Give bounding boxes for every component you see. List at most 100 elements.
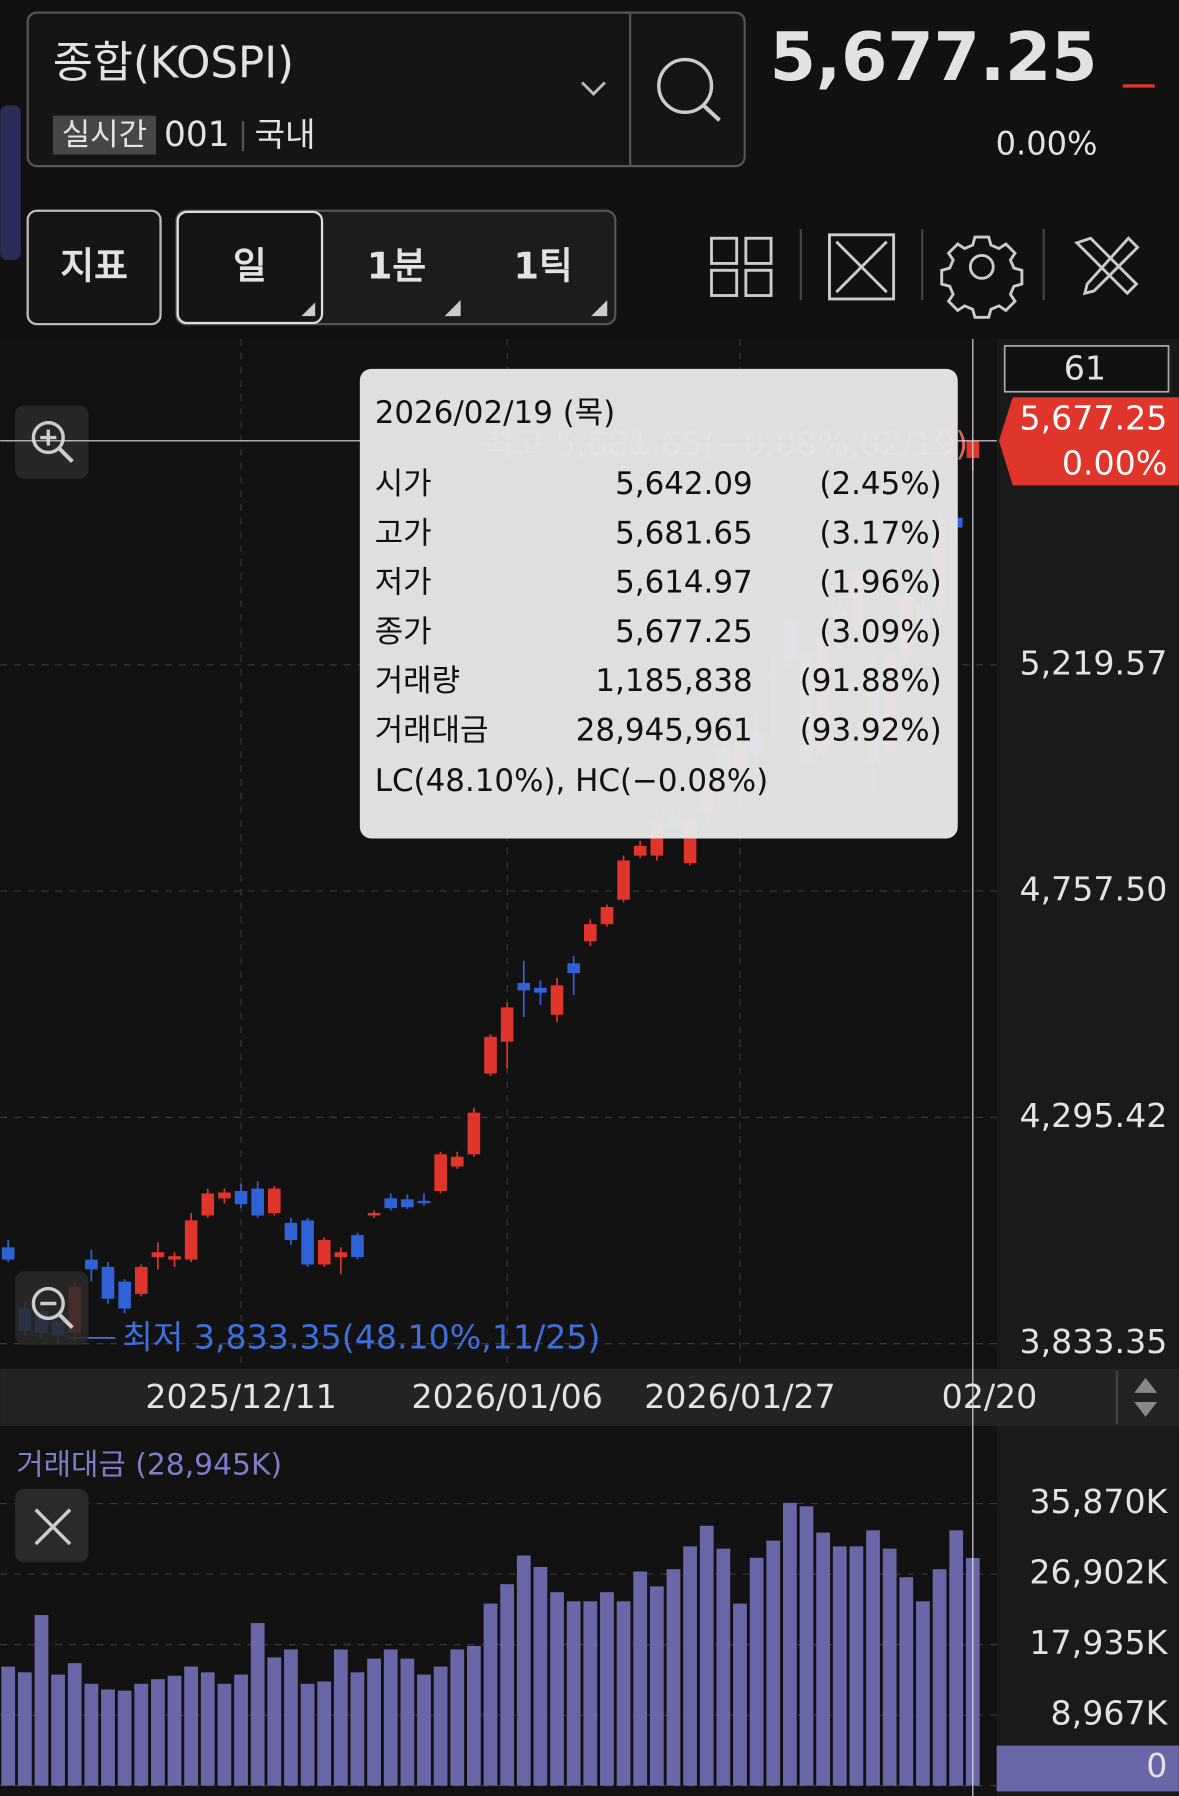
candle-body [450, 1156, 464, 1167]
candle-body [101, 1266, 115, 1299]
overlay-layer: 3,833.35 4,295.42 4,757.50 5,219.57 2025/12/… [16, 345, 1179, 1792]
volume-bar [566, 1601, 581, 1786]
volume-bar [683, 1546, 697, 1786]
volume-bar [200, 1672, 215, 1786]
candle-body [184, 1220, 198, 1260]
candle-body [234, 1191, 248, 1205]
volume-axis-area [996, 1426, 1179, 1796]
tooltip-value: 5,614.97 [615, 565, 753, 601]
volume-title: 거래대금 (28,945K) [16, 1448, 282, 1483]
volume-bar [250, 1623, 265, 1786]
volume-bar [699, 1525, 714, 1786]
period-button-selected[interactable] [176, 210, 324, 325]
candle-body [550, 985, 564, 1015]
button-label: 지표 [60, 245, 127, 288]
tooltip-label: 거래대금 [375, 712, 489, 748]
volume-bar [117, 1690, 132, 1786]
tooltip-percent: (91.88%) [800, 663, 942, 699]
tooltip-label: 시가 [375, 466, 432, 502]
volume-bar [317, 1681, 332, 1786]
volume-bar [649, 1586, 664, 1786]
search-icon[interactable] [657, 57, 714, 114]
tooltip-footer: LC(48.10%), HC(−0.08%) [375, 763, 768, 799]
candle-body [118, 1281, 131, 1309]
volume-bar [450, 1649, 465, 1786]
x-tick-label: 02/20 [942, 1377, 1038, 1416]
volume-bar [716, 1548, 731, 1786]
candle-body [600, 907, 614, 925]
volume-bar [749, 1557, 764, 1786]
tools-icon[interactable] [1074, 236, 1140, 296]
candle-body [633, 845, 647, 856]
volume-bar [899, 1577, 914, 1786]
button-label[interactable]: 1틱 [514, 245, 573, 288]
volume-bar [34, 1615, 49, 1786]
volume-bar [733, 1603, 747, 1786]
volume-bar [866, 1530, 880, 1786]
volume-bar [882, 1548, 897, 1786]
search-icon-handle [702, 103, 721, 122]
price-change: 0.00% [996, 124, 1098, 162]
candle-body [584, 924, 597, 942]
tooltip-percent: (2.45%) [819, 466, 941, 502]
settings-icon[interactable] [940, 235, 1024, 319]
candle-body [168, 1256, 181, 1260]
tooltip-percent: (93.92%) [800, 712, 942, 748]
indicator-button[interactable] [26, 209, 162, 326]
zoom-out-button[interactable] [15, 1271, 89, 1345]
candle-body [567, 963, 580, 974]
symbol-box[interactable] [26, 11, 746, 168]
volume-bar [516, 1555, 531, 1786]
volume-bar [600, 1592, 614, 1786]
zoom-in-button[interactable] [15, 405, 89, 479]
price-axis-area [996, 339, 1179, 1369]
tooltip-percent: (3.09%) [819, 614, 941, 650]
candle-body [284, 1222, 298, 1240]
dropdown-chevron[interactable] [581, 81, 606, 96]
volume-bar [383, 1649, 398, 1786]
candle-body [1, 1247, 15, 1260]
close-volume-button[interactable] [15, 1489, 89, 1563]
volume-bar [500, 1584, 515, 1786]
y-tick-label: 17,935K [1029, 1623, 1168, 1662]
volume-bar [51, 1674, 65, 1786]
volume-bar [433, 1666, 448, 1786]
volume-bar [483, 1603, 498, 1786]
volume-bar [916, 1601, 930, 1786]
volume-bar [234, 1674, 248, 1786]
tooltip-value: 28,945,961 [576, 712, 753, 748]
volume-bar [583, 1601, 598, 1786]
button-label[interactable]: 1분 [367, 245, 426, 288]
volume-bar [816, 1532, 831, 1786]
tooltip-value: 5,681.65 [615, 515, 753, 551]
candle-body [134, 1266, 148, 1294]
y-tick-label: 4,757.50 [1019, 870, 1167, 909]
x-tick-label: 2026/01/06 [411, 1377, 602, 1416]
symbol-code: 001 [164, 115, 230, 155]
volume-bar [67, 1663, 82, 1786]
volume-bar [799, 1506, 814, 1786]
volume-bar [616, 1601, 631, 1786]
volume-bar [666, 1569, 681, 1786]
header: 종합(KOSPI) 실시간 001 국내 5,677.25 0.00% [26, 11, 1155, 168]
candle-body [617, 860, 630, 900]
tooltip-date: 2026/02/19 (목) [375, 395, 616, 431]
volume-bar [134, 1683, 149, 1786]
volume-bar [367, 1658, 381, 1786]
count-label: 61 [1064, 348, 1106, 387]
volume-bar [17, 1672, 32, 1786]
candle-body [401, 1199, 414, 1208]
scroll-arrows[interactable] [1134, 1377, 1158, 1417]
volume-bar [832, 1546, 847, 1786]
expand-icon[interactable] [828, 233, 896, 301]
candle-body [301, 1220, 314, 1265]
volume-bar [300, 1683, 315, 1786]
corner-mark [301, 302, 316, 317]
market: 국내 [254, 115, 315, 154]
layout-icon[interactable] [710, 236, 773, 297]
tooltip-box [359, 368, 958, 839]
volume-bar [1, 1666, 16, 1786]
volume-bar [417, 1674, 431, 1786]
candle-body [268, 1188, 281, 1214]
